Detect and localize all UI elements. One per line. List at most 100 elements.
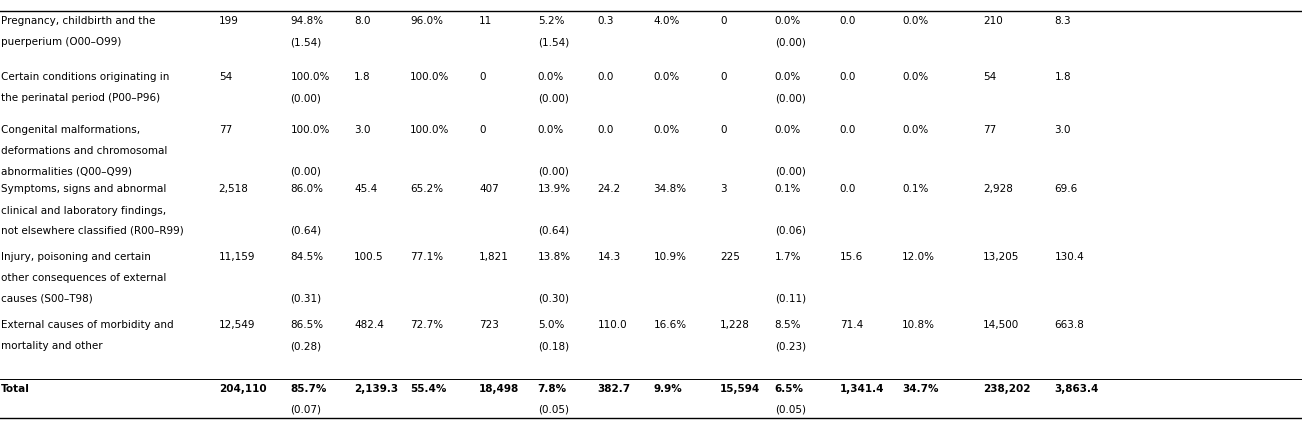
Text: (0.07): (0.07) — [290, 405, 322, 415]
Text: 72.7%: 72.7% — [410, 320, 443, 330]
Text: 77.1%: 77.1% — [410, 252, 443, 262]
Text: 407: 407 — [479, 184, 499, 195]
Text: 130.4: 130.4 — [1055, 252, 1085, 262]
Text: deformations and chromosomal: deformations and chromosomal — [1, 146, 168, 156]
Text: Total: Total — [1, 384, 30, 394]
Text: (0.18): (0.18) — [538, 341, 569, 351]
Text: 0.0: 0.0 — [598, 72, 615, 82]
Text: (0.00): (0.00) — [775, 167, 806, 177]
Text: 24.2: 24.2 — [598, 184, 621, 195]
Text: mortality and other: mortality and other — [1, 341, 103, 351]
Text: (0.28): (0.28) — [290, 341, 322, 351]
Text: 2,928: 2,928 — [983, 184, 1013, 195]
Text: 100.0%: 100.0% — [410, 125, 449, 135]
Text: 1.8: 1.8 — [1055, 72, 1072, 82]
Text: 5.0%: 5.0% — [538, 320, 564, 330]
Text: 0: 0 — [720, 72, 727, 82]
Text: 12,549: 12,549 — [219, 320, 255, 330]
Text: 0.0%: 0.0% — [654, 125, 680, 135]
Text: 100.0%: 100.0% — [410, 72, 449, 82]
Text: 11,159: 11,159 — [219, 252, 255, 262]
Text: 11: 11 — [479, 16, 492, 26]
Text: 1,821: 1,821 — [479, 252, 509, 262]
Text: 0.0%: 0.0% — [775, 125, 801, 135]
Text: (0.64): (0.64) — [538, 226, 569, 236]
Text: 238,202: 238,202 — [983, 384, 1030, 394]
Text: 1,228: 1,228 — [720, 320, 750, 330]
Text: External causes of morbidity and: External causes of morbidity and — [1, 320, 174, 330]
Text: (0.00): (0.00) — [290, 167, 322, 177]
Text: 96.0%: 96.0% — [410, 16, 443, 26]
Text: 13,205: 13,205 — [983, 252, 1019, 262]
Text: 8.3: 8.3 — [1055, 16, 1072, 26]
Text: puerperium (O00–O99): puerperium (O00–O99) — [1, 37, 121, 47]
Text: 225: 225 — [720, 252, 740, 262]
Text: 1.7%: 1.7% — [775, 252, 801, 262]
Text: 3: 3 — [720, 184, 727, 195]
Text: (0.30): (0.30) — [538, 294, 569, 304]
Text: (0.05): (0.05) — [538, 405, 569, 415]
Text: 54: 54 — [983, 72, 996, 82]
Text: 86.0%: 86.0% — [290, 184, 323, 195]
Text: (0.00): (0.00) — [775, 37, 806, 47]
Text: 6.5%: 6.5% — [775, 384, 803, 394]
Text: 0.0: 0.0 — [598, 125, 615, 135]
Text: 110.0: 110.0 — [598, 320, 628, 330]
Text: 16.6%: 16.6% — [654, 320, 686, 330]
Text: 86.5%: 86.5% — [290, 320, 323, 330]
Text: 0.0%: 0.0% — [538, 72, 564, 82]
Text: not elsewhere classified (R00–R99): not elsewhere classified (R00–R99) — [1, 226, 184, 236]
Text: 0: 0 — [720, 125, 727, 135]
Text: 13.9%: 13.9% — [538, 184, 570, 195]
Text: 55.4%: 55.4% — [410, 384, 447, 394]
Text: Injury, poisoning and certain: Injury, poisoning and certain — [1, 252, 151, 262]
Text: 3.0: 3.0 — [1055, 125, 1072, 135]
Text: 77: 77 — [219, 125, 232, 135]
Text: 8.5%: 8.5% — [775, 320, 801, 330]
Text: 1.8: 1.8 — [354, 72, 371, 82]
Text: 10.8%: 10.8% — [902, 320, 935, 330]
Text: 0.0%: 0.0% — [654, 72, 680, 82]
Text: Certain conditions originating in: Certain conditions originating in — [1, 72, 169, 82]
Text: 0: 0 — [720, 16, 727, 26]
Text: 13.8%: 13.8% — [538, 252, 570, 262]
Text: 9.9%: 9.9% — [654, 384, 682, 394]
Text: (0.06): (0.06) — [775, 226, 806, 236]
Text: (0.64): (0.64) — [290, 226, 322, 236]
Text: 100.0%: 100.0% — [290, 125, 329, 135]
Text: 34.8%: 34.8% — [654, 184, 686, 195]
Text: 14.3: 14.3 — [598, 252, 621, 262]
Text: 77: 77 — [983, 125, 996, 135]
Text: 15.6: 15.6 — [840, 252, 863, 262]
Text: 5.2%: 5.2% — [538, 16, 564, 26]
Text: (0.11): (0.11) — [775, 294, 806, 304]
Text: clinical and laboratory findings,: clinical and laboratory findings, — [1, 206, 167, 216]
Text: 0.0: 0.0 — [840, 16, 857, 26]
Text: other consequences of external: other consequences of external — [1, 273, 167, 284]
Text: 0.0%: 0.0% — [902, 125, 928, 135]
Text: 7.8%: 7.8% — [538, 384, 566, 394]
Text: 84.5%: 84.5% — [290, 252, 323, 262]
Text: abnormalities (Q00–Q99): abnormalities (Q00–Q99) — [1, 167, 133, 177]
Text: Congenital malformations,: Congenital malformations, — [1, 125, 141, 135]
Text: 0.0%: 0.0% — [902, 72, 928, 82]
Text: 18,498: 18,498 — [479, 384, 519, 394]
Text: 1,341.4: 1,341.4 — [840, 384, 884, 394]
Text: (1.54): (1.54) — [538, 37, 569, 47]
Text: 3,863.4: 3,863.4 — [1055, 384, 1099, 394]
Text: 69.6: 69.6 — [1055, 184, 1078, 195]
Text: 3.0: 3.0 — [354, 125, 371, 135]
Text: 210: 210 — [983, 16, 1003, 26]
Text: 2,518: 2,518 — [219, 184, 249, 195]
Text: (1.54): (1.54) — [290, 37, 322, 47]
Text: 14,500: 14,500 — [983, 320, 1019, 330]
Text: 0.3: 0.3 — [598, 16, 615, 26]
Text: 10.9%: 10.9% — [654, 252, 686, 262]
Text: 45.4: 45.4 — [354, 184, 378, 195]
Text: 0: 0 — [479, 72, 486, 82]
Text: 85.7%: 85.7% — [290, 384, 327, 394]
Text: 0.0: 0.0 — [840, 72, 857, 82]
Text: 204,110: 204,110 — [219, 384, 267, 394]
Text: 54: 54 — [219, 72, 232, 82]
Text: 0.0%: 0.0% — [538, 125, 564, 135]
